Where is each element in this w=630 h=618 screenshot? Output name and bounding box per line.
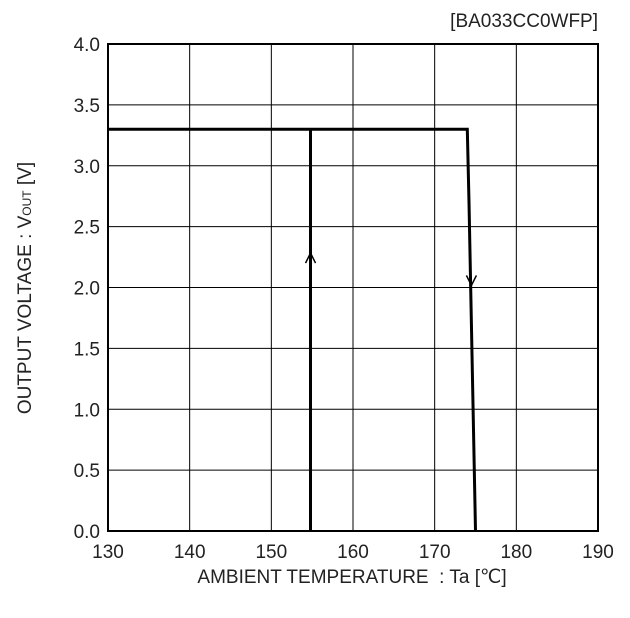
plot-frame [107,43,599,532]
y-axis-title-main: OUTPUT VOLTAGE : V [15,215,36,414]
y-tick-label: 1.0 [74,400,100,421]
y-tick-label: 4.0 [74,35,100,56]
x-tick-label: 160 [337,542,369,563]
series-line-rising [108,127,477,532]
y-tick-label: 1.5 [74,339,100,360]
x-tick-label: 130 [92,542,124,563]
x-tick-labels: 130 140 150 160 170 180 190 [92,542,614,563]
chart-title: [BA033CC0WFP] [450,11,598,32]
series-lines [108,127,477,532]
x-axis-title: AMBIENT TEMPERATURE : Ta [℃] [197,567,506,588]
grid-lines [107,43,599,532]
direction-arrows [304,251,478,288]
x-tick-label: 140 [174,542,206,563]
y-axis-title-unit: [V] [15,162,36,191]
y-tick-label: 3.0 [74,157,100,178]
y-tick-label: 3.5 [74,96,100,117]
y-axis-title: OUTPUT VOLTAGE : VOUT [V] [15,162,36,414]
y-tick-label: 0.0 [74,522,100,543]
x-tick-label: 190 [582,542,614,563]
x-tick-label: 150 [255,542,287,563]
y-tick-label: 2.0 [74,279,100,300]
y-tick-labels: 0.0 0.5 1.0 1.5 2.0 2.5 3.0 3.5 4.0 [74,35,100,543]
arrow-down-icon [465,275,478,288]
x-tick-label: 180 [500,542,532,563]
y-axis-title-subscript: OUT [20,190,34,216]
y-tick-label: 2.5 [74,218,100,239]
y-tick-label: 0.5 [74,461,100,482]
arrow-up-icon [304,251,317,264]
x-tick-label: 170 [419,542,451,563]
